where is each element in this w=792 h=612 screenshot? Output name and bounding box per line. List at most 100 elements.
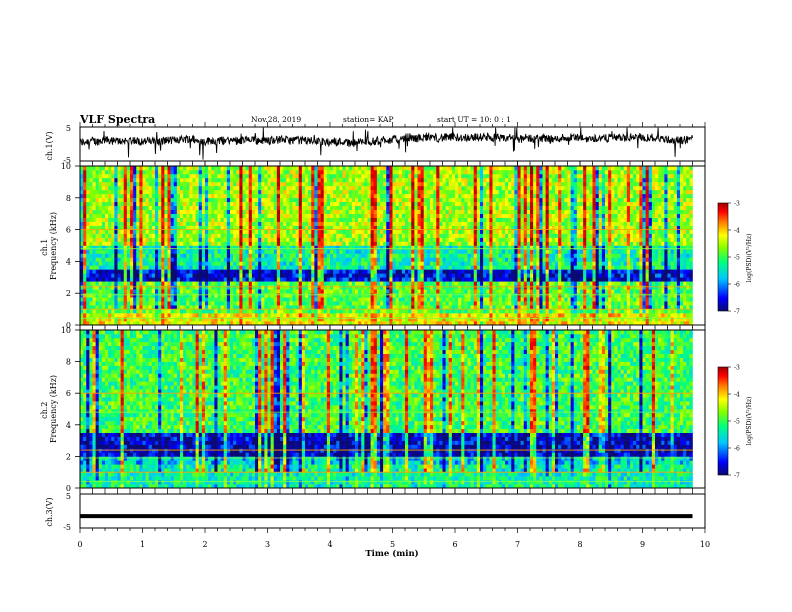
spectrogram-cell	[208, 317, 211, 321]
spectrogram-cell	[436, 206, 439, 210]
spectrogram-cell	[299, 234, 302, 238]
spectrogram-cell	[389, 170, 392, 174]
spectrogram-cell	[305, 238, 308, 242]
spectrogram-cell	[180, 230, 183, 234]
spectrogram-cell	[402, 281, 405, 285]
spectrogram-cell	[136, 317, 139, 321]
spectrogram-cell	[164, 249, 167, 253]
spectrogram-cell	[452, 257, 455, 261]
spectrogram-cell	[377, 289, 380, 293]
spectrogram-cell	[233, 190, 236, 194]
spectrogram-cell	[293, 218, 296, 222]
spectrogram-cell	[224, 285, 227, 289]
spectrogram-cell	[183, 218, 186, 222]
spectrogram-cell	[99, 198, 102, 202]
spectrogram-cell	[280, 269, 283, 273]
spectrogram-cell	[318, 285, 321, 289]
spectrogram-cell	[402, 198, 405, 202]
spectrogram-cell	[143, 166, 146, 170]
spectrogram-cell	[249, 313, 252, 317]
spectrogram-cell	[436, 265, 439, 269]
spectrogram-cell	[211, 206, 214, 210]
spectrogram-cell	[86, 190, 89, 194]
spectrogram-cell	[80, 178, 83, 182]
spectrogram-cell	[352, 238, 355, 242]
spectrogram-cell	[264, 194, 267, 198]
spectrogram-cell	[130, 190, 133, 194]
spectrogram-cell	[433, 297, 436, 301]
spectrogram-cell	[214, 313, 217, 317]
spectrogram-cell	[236, 293, 239, 297]
spectrogram-cell	[258, 218, 261, 222]
spectrogram-cell	[124, 242, 127, 246]
spectrogram-cell	[130, 218, 133, 222]
spectrogram-cell	[327, 234, 330, 238]
spectrogram-cell	[446, 190, 449, 194]
spectrogram-cell	[280, 218, 283, 222]
spectrogram-cell	[468, 265, 471, 269]
spectrogram-cell	[336, 166, 339, 170]
spectrogram-cell	[461, 269, 464, 273]
spectrogram-cell	[139, 170, 142, 174]
spectrogram-cell	[164, 182, 167, 186]
spectrogram-cell	[446, 202, 449, 206]
spectrogram-cell	[380, 174, 383, 178]
spectrogram-cell	[333, 166, 336, 170]
spectrogram-cell	[258, 261, 261, 265]
spectrogram-cell	[408, 174, 411, 178]
spectrogram-cell	[143, 285, 146, 289]
spectrogram-cell	[330, 206, 333, 210]
spectrogram-cell	[249, 257, 252, 261]
spectrogram-cell	[458, 269, 461, 273]
spectrogram-cell	[452, 249, 455, 253]
spectrogram-cell	[364, 269, 367, 273]
spectrogram-cell	[449, 297, 452, 301]
spectrogram-cell	[80, 297, 83, 301]
spectrogram-cell	[80, 261, 83, 265]
spectrogram-cell	[177, 249, 180, 253]
spectrogram-cell	[136, 273, 139, 277]
spectrogram-cell	[83, 257, 86, 261]
spectrogram-cell	[421, 166, 424, 170]
spectrogram-cell	[414, 281, 417, 285]
spectrogram-cell	[236, 285, 239, 289]
spectrogram-cell	[280, 253, 283, 257]
spectrogram-cell	[296, 210, 299, 214]
spectrogram-cell	[205, 210, 208, 214]
spectrogram-cell	[264, 261, 267, 265]
spectrogram-cell	[233, 277, 236, 281]
spectrogram-cell	[355, 190, 358, 194]
spectrogram-cell	[343, 297, 346, 301]
spectrogram-cell	[199, 317, 202, 321]
spectrogram-cell	[386, 234, 389, 238]
spectrogram-cell	[227, 253, 230, 257]
spectrogram-cell	[171, 186, 174, 190]
spectrogram-cell	[255, 166, 258, 170]
spectrogram-cell	[89, 289, 92, 293]
spectrogram-cell	[108, 317, 111, 321]
spectrogram-cell	[308, 202, 311, 206]
spectrogram-cell	[389, 246, 392, 250]
spectrogram-cell	[405, 293, 408, 297]
spectrogram-cell	[221, 218, 224, 222]
spectrogram-cell	[274, 190, 277, 194]
spectrogram-cell	[139, 265, 142, 269]
spectrogram-cell	[380, 269, 383, 273]
spectrogram-cell	[405, 249, 408, 253]
spectrogram-cell	[333, 281, 336, 285]
spectrogram-cell	[411, 293, 414, 297]
spectrogram-cell	[108, 190, 111, 194]
spectrogram-cell	[114, 281, 117, 285]
spectrogram-cell	[180, 265, 183, 269]
spectrogram-cell	[277, 230, 280, 234]
spectrogram-cell	[221, 293, 224, 297]
spectrogram-cell	[383, 309, 386, 313]
spectrogram-cell	[211, 309, 214, 313]
spectrogram-cell	[246, 194, 249, 198]
spectrogram-cell	[324, 218, 327, 222]
spectrogram-cell	[118, 186, 121, 190]
spectrogram-cell	[174, 214, 177, 218]
spectrogram-cell	[433, 289, 436, 293]
spectrogram-cell	[405, 253, 408, 257]
spectrogram-cell	[271, 170, 274, 174]
